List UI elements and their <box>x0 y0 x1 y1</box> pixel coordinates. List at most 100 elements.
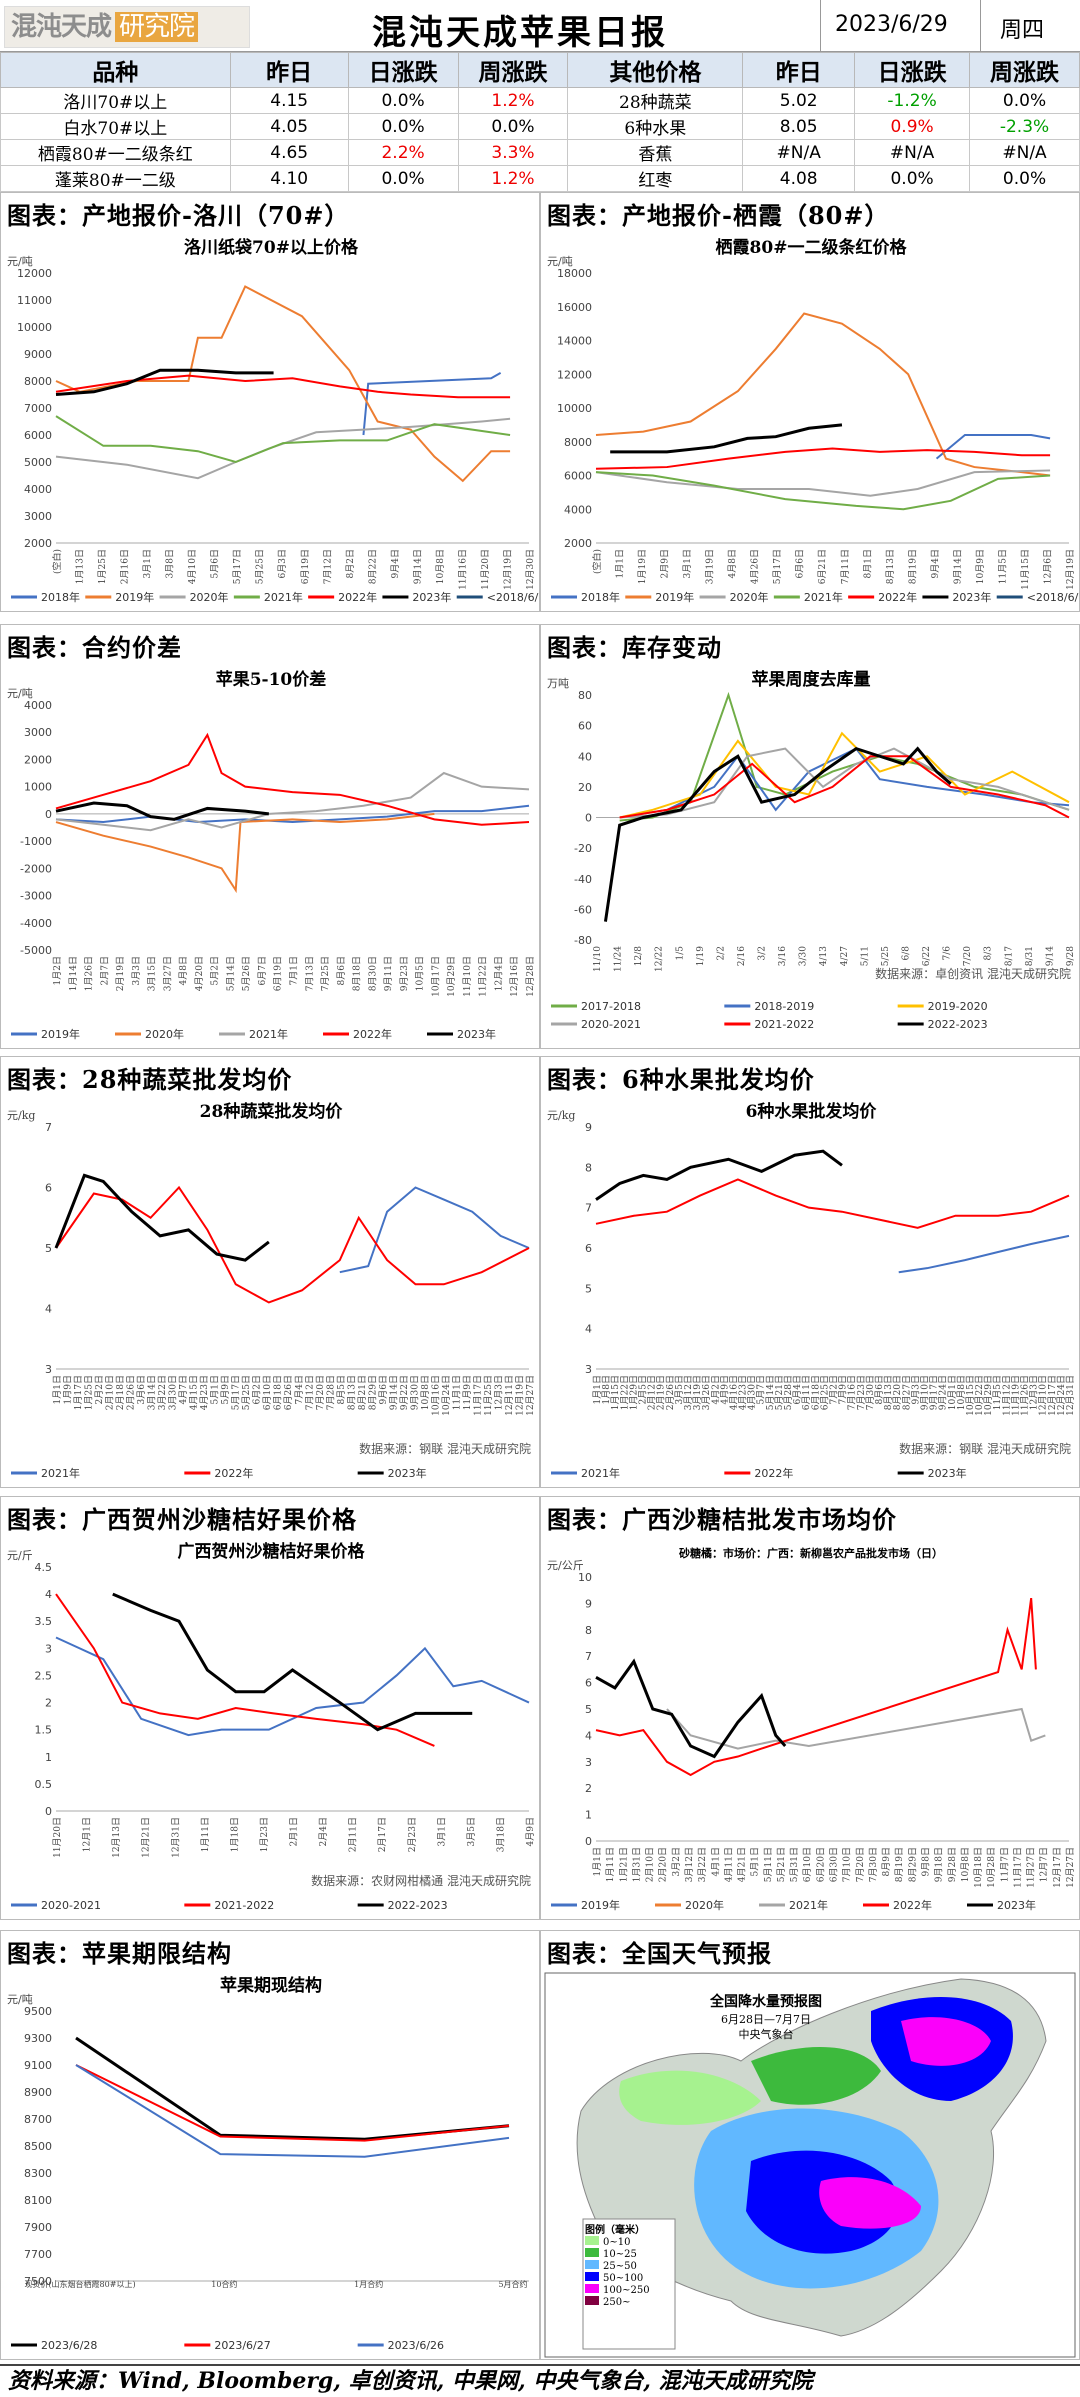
y-tick-label: 8500 <box>24 2140 52 2153</box>
report-date: 2023/6/29 <box>835 12 948 37</box>
x-tick-label: 10月15日 <box>965 1375 976 1416</box>
x-tick-label: 3月8日 <box>165 549 176 578</box>
chart-panel-luochuan: 图表：产地报价-洛川（70#） 洛川纸袋70#以上价格 元/吨 2000 3000 400… <box>0 192 540 612</box>
series-line <box>935 434 1051 460</box>
x-tick-label: 3月1日 <box>436 1817 447 1846</box>
x-tick-label: 5月2日 <box>210 956 221 985</box>
x-tick-label: 6月26日 <box>283 1375 294 1410</box>
y-unit-label: 万吨 <box>547 677 569 690</box>
legend-label: 2020年 <box>685 1898 724 1912</box>
x-tick-label: 7月9日 <box>838 1375 849 1404</box>
x-tick-label: 9/28 <box>1066 946 1076 966</box>
x-tick-label: 5月6日 <box>210 549 221 578</box>
x-tick-label: 6/8 <box>901 946 911 961</box>
table-cell: 0.0% <box>347 87 459 114</box>
weather-legend: 图例（毫米） 0~10 10~25 25~50 50~100 100~250 250~ <box>585 2221 673 2308</box>
x-tick-label: 8月19日 <box>894 1847 905 1882</box>
x-tick-label: 11月5日 <box>992 1375 1003 1410</box>
x-tick-label: 5月21日 <box>776 1847 787 1882</box>
vegetables-chart: 28种蔬菜批发均价 元/kg 3 4 5 6 7 1月1日 1月9日 1月17日 1月25日 2月2日… <box>7 1101 536 1480</box>
table-cell: 香蕉 <box>567 139 744 166</box>
x-tick-label: 7月2日 <box>829 1375 840 1404</box>
x-tick-label: 5月14日 <box>225 956 236 991</box>
x-tick-label: 2月19日 <box>115 956 126 991</box>
report-header: 混沌天成 研究院 混沌天成苹果日报 2023/6/29 周四 <box>0 0 1080 53</box>
x-tick-label: 9月24日 <box>938 1375 949 1410</box>
y-tick-label: 7 <box>45 1121 52 1134</box>
x-tick-label: 5月17日 <box>772 549 783 584</box>
y-tick-label: 0 <box>45 1805 52 1818</box>
x-tick-label: 现货价(山东烟台栖霞80#以上) <box>24 2279 135 2289</box>
y-tick-label: 1000 <box>24 781 52 794</box>
x-tick-label: 1月13日 <box>75 549 86 584</box>
x-tick-label: 8月29日 <box>907 1847 918 1882</box>
series-line <box>55 804 530 824</box>
x-tick-label: 1月31日 <box>631 1847 642 1882</box>
x-tick-label: 12月3日 <box>493 1375 504 1410</box>
x-tick-label: 8月22日 <box>367 549 378 584</box>
x-tick-label: 2月12日 <box>647 1375 658 1410</box>
table-row: 洛川70#以上 4.15 0.0% 1.2% 28种蔬菜 5.02 -1.2% 0.0% <box>0 87 1080 114</box>
x-tick-label: 7/6 <box>943 946 953 961</box>
table-cell: 2.2% <box>347 139 459 166</box>
legend-label: 2021年 <box>264 590 303 604</box>
y-tick-label: 3 <box>45 1642 52 1655</box>
x-tick-label: 10月16日 <box>430 1375 441 1416</box>
x-tick-label: 2月7日 <box>99 956 110 985</box>
x-tick-label: 1月29日 <box>628 1375 639 1410</box>
table-cell: 0.0% <box>347 165 459 192</box>
legend-label: 2022-2023 <box>388 1899 448 1912</box>
x-tick-label: 7月12日 <box>304 1375 315 1410</box>
weather-map-period: 6月28日—7月7日 <box>721 2013 811 2026</box>
x-tick-label: 12月28日 <box>525 956 536 997</box>
x-tick-label: 5月14日 <box>765 1375 776 1410</box>
x-tick-label: 8月13日 <box>885 549 896 584</box>
legend-label: 2023/6/26 <box>388 2339 444 2352</box>
table-cell: #N/A <box>854 139 971 166</box>
table-cell: 洛川70#以上 <box>0 87 231 114</box>
x-tick-label: 12月3日 <box>1029 1375 1040 1410</box>
legend-label: 2023年 <box>952 590 991 604</box>
x-tick-label: 10月9日 <box>975 549 986 584</box>
series-line <box>666 1707 1046 1750</box>
legend-label: 2022年 <box>878 590 917 604</box>
x-tick-label: 2/2 <box>716 946 726 960</box>
x-tick-label: 6/22 <box>922 946 932 966</box>
x-tick-label: 4月20日 <box>194 956 205 991</box>
x-tick-label: 12/22 <box>655 946 665 972</box>
x-tick-label: 3月22日 <box>157 1375 168 1410</box>
x-tick-label: 11月17日 <box>472 1375 483 1416</box>
x-tick-label: 12月27日 <box>525 1375 536 1416</box>
x-tick-label: 9月23日 <box>399 956 410 991</box>
table-cell: 4.05 <box>229 113 349 140</box>
series-line <box>595 471 1051 511</box>
legend-label: 2020年 <box>730 590 769 604</box>
series-line <box>55 1185 530 1304</box>
x-tick-label: 4月9日 <box>525 1817 536 1846</box>
x-tick-label: 2/16 <box>737 946 747 966</box>
y-tick-label: 4000 <box>564 503 592 516</box>
x-tick-label: 8月13日 <box>346 1375 357 1410</box>
panel-title: 图表：全国天气预报 <box>547 1939 772 1968</box>
x-tick-label: 4/27 <box>840 946 850 966</box>
x-tick-label: 11月9日 <box>462 1375 473 1410</box>
company-logo: 混沌天成 研究院 <box>4 6 250 48</box>
x-tick-label: 9月30日 <box>409 1375 420 1410</box>
x-tick-label: 8月13日 <box>883 1375 894 1410</box>
x-tick-label: 2月18日 <box>115 1375 126 1410</box>
legend-label: 2018-2019 <box>754 1000 814 1013</box>
x-tick-label: 4月8日 <box>727 549 738 578</box>
x-tick-label: 10月29日 <box>446 956 457 997</box>
panel-title: 图表：产地报价-栖霞（80#） <box>547 201 890 230</box>
table-cell: #N/A <box>969 139 1080 166</box>
x-tick-label: 4月2日 <box>710 1375 721 1404</box>
x-tick-label: 5月1日 <box>210 1375 221 1404</box>
x-tick-label: 4月16日 <box>728 1375 739 1410</box>
y-tick-label: -80 <box>574 934 592 947</box>
x-tick-label: 6月18日 <box>810 1375 821 1410</box>
x-tick-label: 8月6日 <box>336 956 347 985</box>
chart-title: 洛川纸袋70#以上价格 <box>184 237 359 258</box>
legend-label: 2018年 <box>581 590 620 604</box>
x-tick-label: 6月30日 <box>829 1847 840 1882</box>
